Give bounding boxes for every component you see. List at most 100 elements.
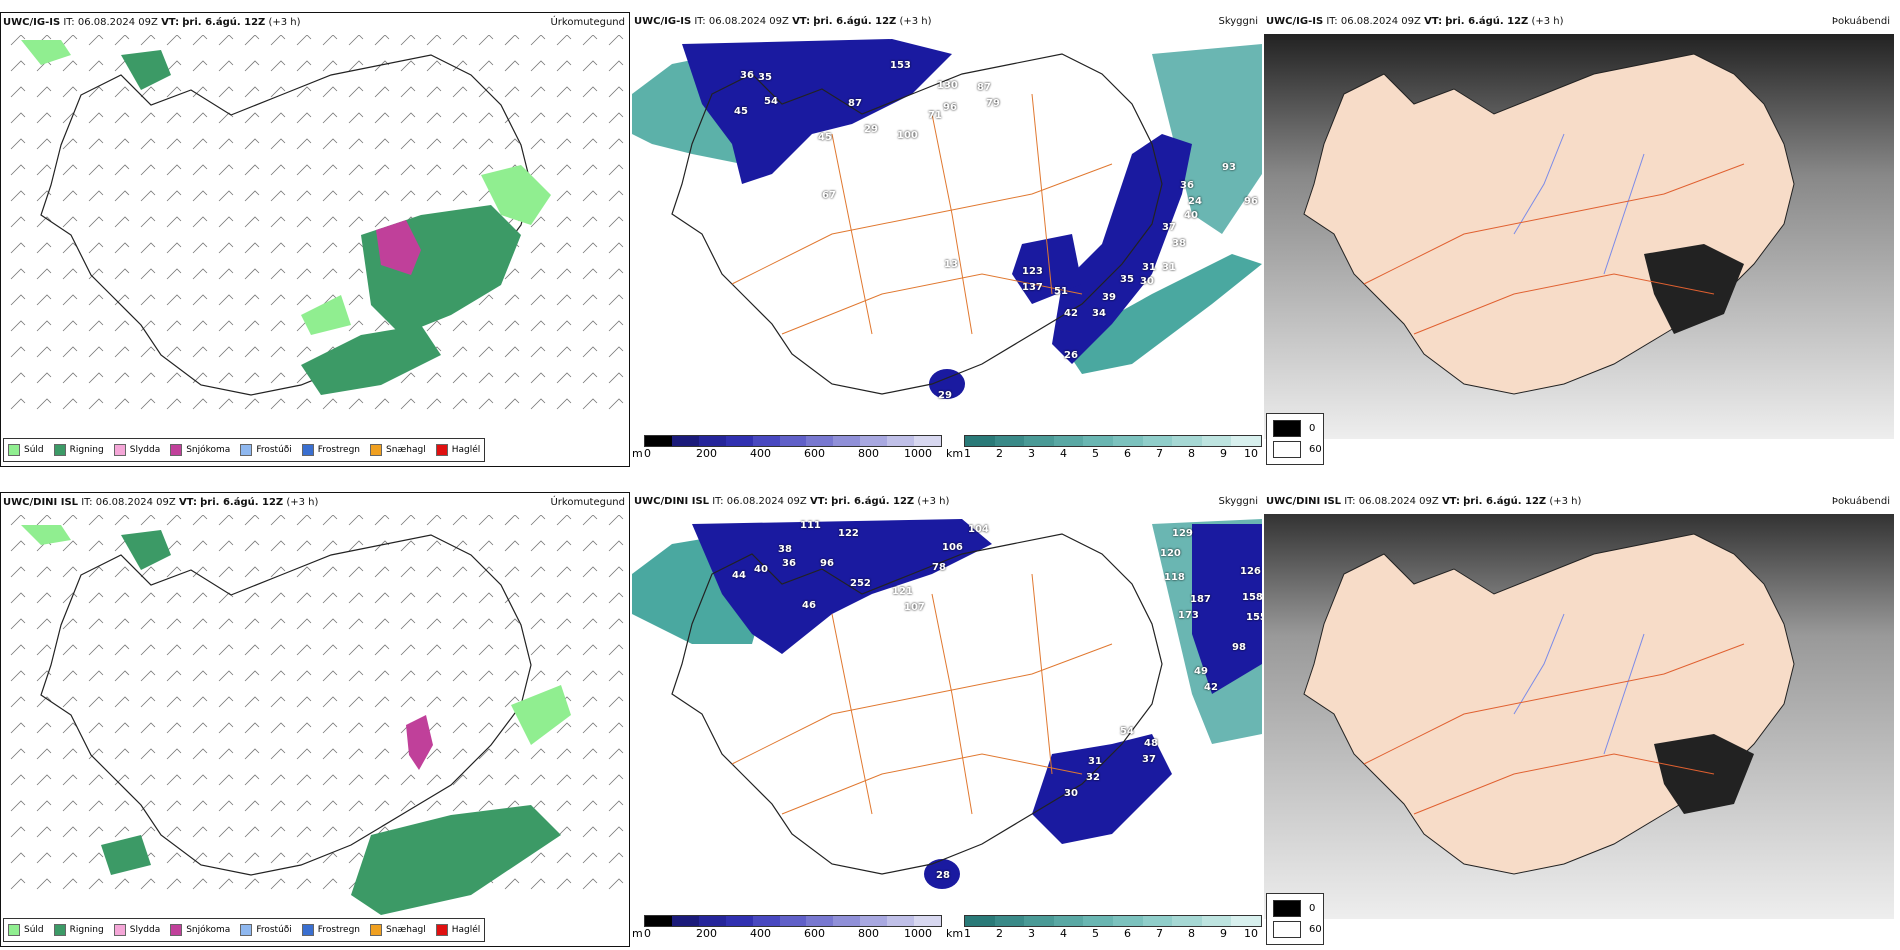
wind-barb: [608, 268, 624, 280]
wind-barb: [452, 190, 468, 202]
wind-barb: [530, 515, 546, 526]
lead-time: (+3 h): [1549, 496, 1582, 507]
wind-barb: [582, 800, 598, 812]
wind-barb: [322, 242, 338, 254]
wind-barb: [504, 268, 520, 280]
wind-barb: [140, 320, 156, 332]
cloud-base-area: [692, 519, 992, 654]
legend-label: Súld: [24, 445, 44, 455]
wind-barb: [348, 320, 364, 332]
wind-barb: [608, 774, 624, 786]
wind-barb: [36, 294, 52, 306]
wind-barb: [10, 190, 26, 202]
wind-barb: [218, 878, 234, 890]
wind-barb: [556, 852, 572, 864]
wind-barb: [244, 826, 260, 838]
wind-barb: [374, 86, 390, 98]
legend-label: Haglél: [451, 925, 481, 935]
cloud-label: 158: [1242, 592, 1262, 603]
wind-barb: [62, 566, 78, 578]
wind-barb: [608, 748, 624, 760]
wind-barb: [114, 826, 130, 838]
legend-label: Súld: [24, 925, 44, 935]
visibility-tick: 7: [1156, 447, 1163, 460]
wind-barb: [192, 346, 208, 358]
wind-barb: [166, 346, 182, 358]
rivers: [1513, 613, 1645, 755]
wind-barb: [10, 618, 26, 630]
wind-barb: [348, 294, 364, 306]
fog-legend-label: 60: [1309, 444, 1322, 455]
visibility-tick: 6: [1124, 447, 1131, 460]
panel-header: UWC/IG-IS IT: 06.08.2024 09Z VT: þri. 6.…: [1, 13, 629, 33]
init-time: IT: 06.08.2024 09Z: [694, 16, 789, 27]
wind-barb: [530, 320, 546, 332]
wind-barb: [10, 112, 26, 124]
cloud-label: 87: [977, 82, 991, 93]
wind-barb: [322, 112, 338, 124]
wind-barb: [218, 618, 234, 630]
cloud-label: 42: [1204, 682, 1218, 693]
cloud-label: 104: [968, 524, 989, 535]
wind-barb: [36, 216, 52, 228]
wind-barb: [608, 826, 624, 838]
wind-barb: [530, 268, 546, 280]
wind-barb: [452, 618, 468, 630]
wind-barb: [270, 774, 286, 786]
wind-barb: [400, 164, 416, 176]
wind-barb: [582, 774, 598, 786]
wind-barb: [244, 398, 260, 410]
wind-barb: [270, 722, 286, 734]
visibility-tick: 4: [1060, 927, 1067, 940]
wind-barb: [374, 164, 390, 176]
wind-barb: [478, 618, 494, 630]
snow-area: [406, 715, 433, 770]
wind-barb: [582, 86, 598, 98]
wind-barb: [504, 372, 520, 384]
wind-barb: [530, 294, 546, 306]
wind-barb: [322, 592, 338, 604]
wind-barb: [192, 644, 208, 656]
cloud-label: 129: [1172, 528, 1193, 539]
wind-barb: [348, 852, 364, 864]
product-name: Skyggni: [1218, 496, 1258, 507]
wind-barb: [166, 800, 182, 812]
cloud-label: 79: [986, 98, 1000, 109]
wind-barb: [166, 774, 182, 786]
wind-barb: [166, 320, 182, 332]
cloud-label: 36: [782, 558, 796, 569]
wind-barb: [478, 566, 494, 578]
lead-time: (+3 h): [917, 496, 950, 507]
wind-barb: [218, 112, 234, 124]
wind-barb: [504, 86, 520, 98]
wind-barb: [244, 190, 260, 202]
wind-barb: [556, 774, 572, 786]
wind-barb: [296, 164, 312, 176]
wind-barb: [270, 592, 286, 604]
wind-barb: [400, 372, 416, 384]
wind-barb: [270, 644, 286, 656]
wind-barb: [166, 216, 182, 228]
legend-swatch-hail: [435, 444, 448, 456]
wind-barb: [114, 800, 130, 812]
cloud-base-bar: [644, 435, 942, 447]
wind-barb: [10, 346, 26, 358]
wind-barb: [608, 800, 624, 812]
cloud-map: [632, 514, 1262, 909]
wind-barb: [88, 800, 104, 812]
wind-barb: [192, 60, 208, 72]
wind-barb: [530, 670, 546, 682]
visibility-tick: 2: [996, 447, 1003, 460]
wind-barb: [114, 878, 130, 890]
wind-barb: [452, 748, 468, 760]
panel-header: UWC/IG-IS IT: 06.08.2024 09Z VT: þri. 6.…: [632, 12, 1262, 32]
wind-barb: [582, 398, 598, 410]
wind-barb: [36, 138, 52, 150]
cloud-label: 98: [1232, 642, 1246, 653]
road-network: [731, 93, 1113, 335]
init-time: IT: 06.08.2024 09Z: [1326, 16, 1421, 27]
wind-barb: [62, 190, 78, 202]
wind-barb: [88, 670, 104, 682]
wind-barb: [62, 164, 78, 176]
wind-barb: [166, 566, 182, 578]
